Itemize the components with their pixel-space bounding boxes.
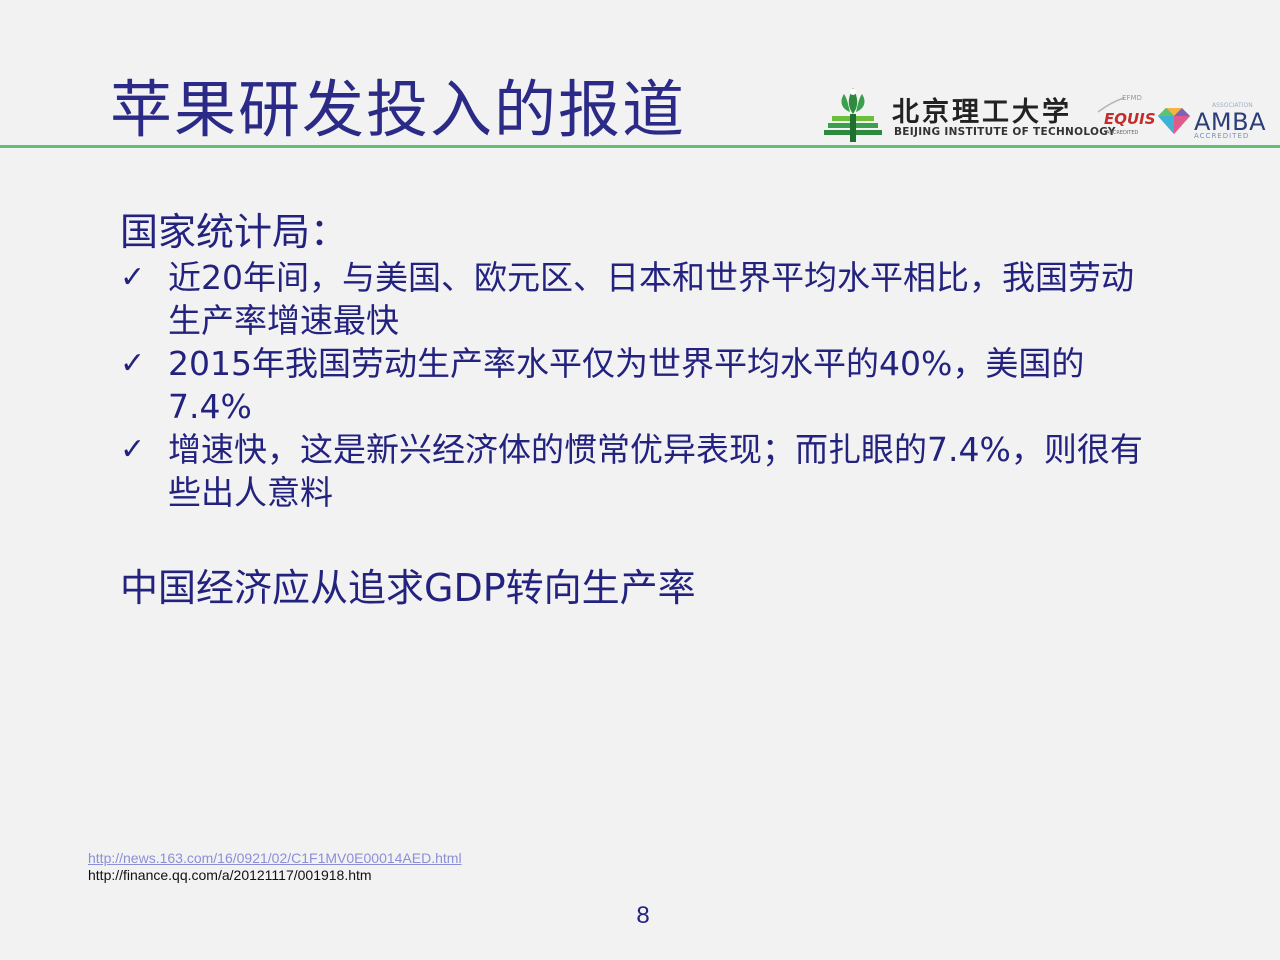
title-divider (0, 145, 1280, 148)
page-number: 8 (636, 902, 650, 929)
amba-logo: ASSOCIATION AMBA ACCREDITED (1152, 102, 1266, 146)
sources: http://news.163.com/16/0921/02/C1F1MV0E0… (88, 850, 462, 884)
equis-status: ACCREDITED (1106, 130, 1139, 136)
source-link[interactable]: http://news.163.com/16/0921/02/C1F1MV0E0… (88, 850, 462, 866)
amba-assoc: ASSOCIATION (1212, 102, 1253, 109)
amba-name: AMBA (1194, 108, 1267, 136)
checkmark-icon: ✓ (120, 432, 146, 467)
source-url-text: http://finance.qq.com/a/20121117/001918.… (88, 867, 372, 883)
bullet-item: ✓ 近20年间，与美国、欧元区、日本和世界平均水平相比，我国劳动生产率增速最快 (120, 256, 1150, 342)
bullet-text: 增速快，这是新兴经济体的惯常优异表现；而扎眼的7.4%，则很有些出人意料 (168, 430, 1143, 512)
equis-name: EQUIS (1104, 110, 1156, 128)
university-name-en: BEIJING INSTITUTE OF TECHNOLOGY (894, 126, 1116, 138)
equis-logo: EFMD EQUIS ACCREDITED (1096, 94, 1156, 144)
bullet-list: ✓ 近20年间，与美国、欧元区、日本和世界平均水平相比，我国劳动生产率增速最快 … (120, 256, 1150, 514)
checkmark-icon: ✓ (120, 346, 146, 381)
equis-swoosh-icon (1097, 97, 1125, 113)
conclusion-text: 中国经济应从追求GDP转向生产率 (120, 566, 696, 610)
equis-org: EFMD (1122, 94, 1142, 102)
bullet-item: ✓ 2015年我国劳动生产率水平仅为世界平均水平的40%，美国的7.4% (120, 342, 1150, 428)
bullet-text: 近20年间，与美国、欧元区、日本和世界平均水平相比，我国劳动生产率增速最快 (168, 258, 1134, 340)
section-heading: 国家统计局： (120, 210, 349, 254)
amba-status: ACCREDITED (1194, 132, 1250, 140)
checkmark-icon: ✓ (120, 260, 146, 295)
amba-gem-icon (1158, 108, 1190, 134)
bit-emblem-icon (824, 88, 882, 142)
bullet-text: 2015年我国劳动生产率水平仅为世界平均水平的40%，美国的7.4% (168, 344, 1085, 426)
bullet-item: ✓ 增速快，这是新兴经济体的惯常优异表现；而扎眼的7.4%，则很有些出人意料 (120, 428, 1150, 514)
logo-bar: 北京理工大学 BEIJING INSTITUTE OF TECHNOLOGY E… (822, 84, 1266, 146)
university-name-cn: 北京理工大学 (892, 97, 1072, 128)
slide-title: 苹果研发投入的报道 (110, 73, 687, 146)
